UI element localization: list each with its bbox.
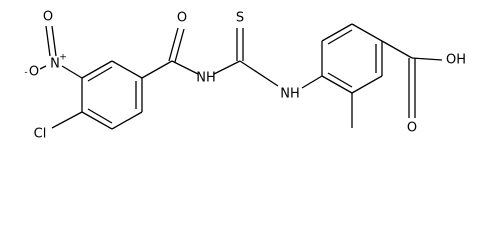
atom-label: O [43,10,53,25]
atom-label: NH [196,71,216,86]
molecule: O N + O - Cl O NH S NH OH O [24,10,466,142]
atom-charge: - [24,68,27,78]
page: O N + O - Cl O NH S NH OH O (() => { con… [24,9,467,142]
atom-charge: + [59,53,67,63]
atom-label: Cl [34,127,47,142]
bonds [39,23,443,130]
atom-label: O [407,121,417,136]
atom-label: OH [446,53,466,68]
atom-label: O [177,11,187,26]
atom-label: O [29,65,39,80]
atom-label: S [236,11,244,26]
atom-label: NH [280,87,300,102]
atom-label: N [50,57,60,72]
